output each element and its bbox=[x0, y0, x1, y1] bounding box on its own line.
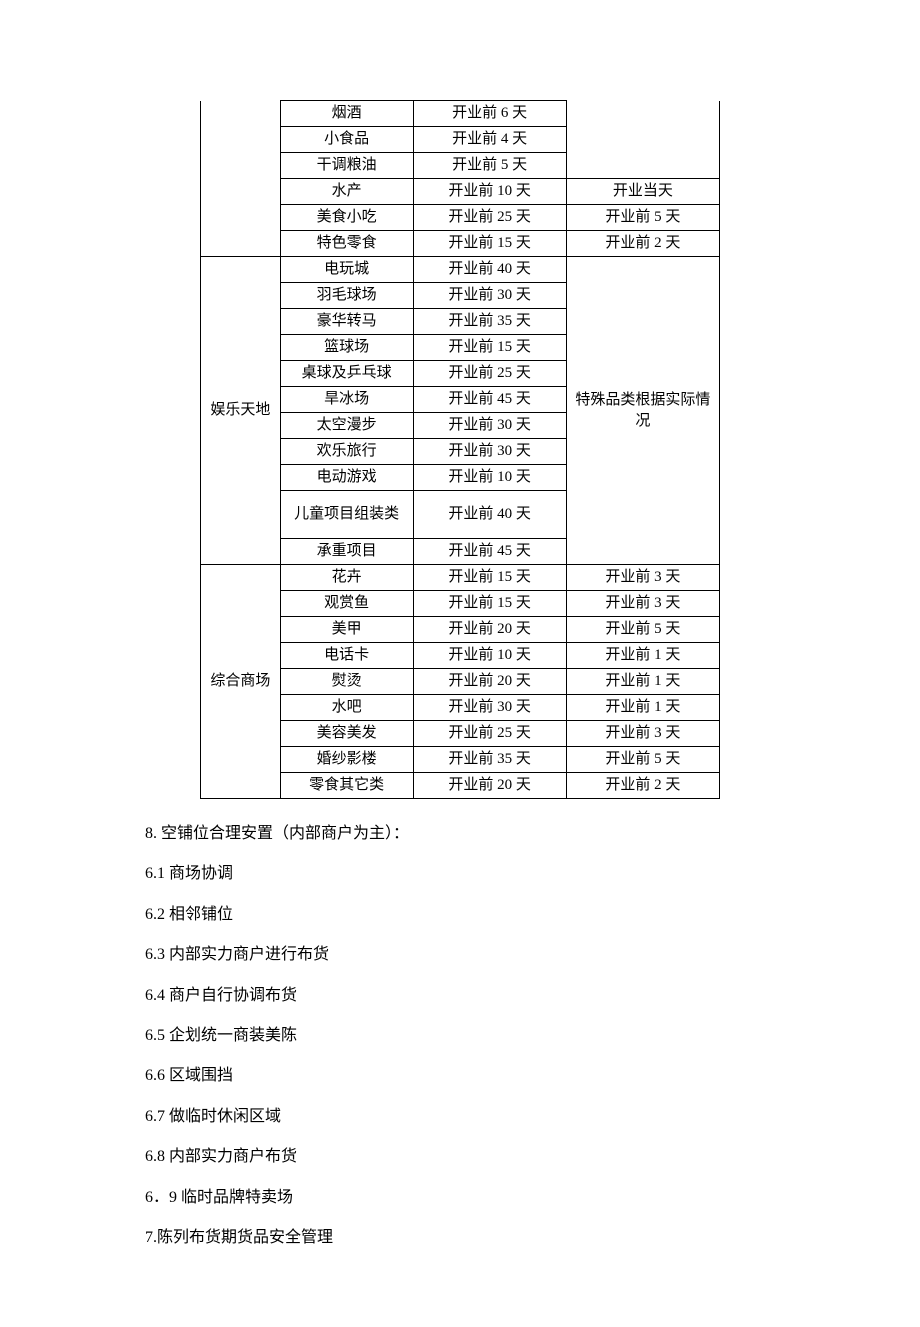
group-label-cell: 娱乐天地 bbox=[201, 257, 281, 565]
paragraph-line: 6.7 做临时休闲区域 bbox=[145, 1106, 775, 1128]
schedule-cell: 开业前 25 天 bbox=[413, 721, 566, 747]
deadline-cell: 开业前 2 天 bbox=[566, 773, 719, 799]
schedule-cell: 开业前 40 天 bbox=[413, 491, 566, 539]
item-name-cell: 桌球及乒乓球 bbox=[280, 361, 413, 387]
item-name-cell: 水产 bbox=[280, 179, 413, 205]
note-cell: 特殊品类根据实际情况 bbox=[566, 257, 719, 565]
schedule-cell: 开业前 20 天 bbox=[413, 617, 566, 643]
deadline-cell: 开业前 1 天 bbox=[566, 669, 719, 695]
item-name-cell: 零食其它类 bbox=[280, 773, 413, 799]
deadline-cell: 开业前 1 天 bbox=[566, 695, 719, 721]
deadline-cell: 开业前 5 天 bbox=[566, 617, 719, 643]
item-name-cell: 旱冰场 bbox=[280, 387, 413, 413]
group-label-cell bbox=[201, 101, 281, 257]
paragraph-line: 6.5 企划统一商装美陈 bbox=[145, 1025, 775, 1047]
paragraph-line: 6.6 区域围挡 bbox=[145, 1065, 775, 1087]
item-name-cell: 豪华转马 bbox=[280, 309, 413, 335]
item-name-cell: 美食小吃 bbox=[280, 205, 413, 231]
schedule-cell: 开业前 15 天 bbox=[413, 231, 566, 257]
schedule-table: 烟酒开业前 6 天小食品开业前 4 天干调粮油开业前 5 天水产开业前 10 天… bbox=[200, 100, 720, 799]
schedule-cell: 开业前 30 天 bbox=[413, 695, 566, 721]
paragraph-line: 6.3 内部实力商户进行布货 bbox=[145, 944, 775, 966]
item-name-cell: 干调粮油 bbox=[280, 153, 413, 179]
deadline-cell: 开业当天 bbox=[566, 179, 719, 205]
schedule-cell: 开业前 10 天 bbox=[413, 465, 566, 491]
schedule-cell: 开业前 25 天 bbox=[413, 205, 566, 231]
item-name-cell: 美容美发 bbox=[280, 721, 413, 747]
schedule-cell: 开业前 35 天 bbox=[413, 747, 566, 773]
item-name-cell: 花卉 bbox=[280, 565, 413, 591]
deadline-cell: 开业前 3 天 bbox=[566, 565, 719, 591]
paragraph-list: 8. 空铺位合理安置（内部商户为主）： 6.1 商场协调 6.2 相邻铺位 6.3 内… bbox=[145, 823, 775, 1249]
item-name-cell: 熨烫 bbox=[280, 669, 413, 695]
item-name-cell: 烟酒 bbox=[280, 101, 413, 127]
item-name-cell: 电玩城 bbox=[280, 257, 413, 283]
group-label-cell: 综合商场 bbox=[201, 565, 281, 799]
schedule-cell: 开业前 20 天 bbox=[413, 773, 566, 799]
item-name-cell: 水吧 bbox=[280, 695, 413, 721]
schedule-cell: 开业前 15 天 bbox=[413, 565, 566, 591]
item-name-cell: 特色零食 bbox=[280, 231, 413, 257]
item-name-cell: 欢乐旅行 bbox=[280, 439, 413, 465]
schedule-cell: 开业前 30 天 bbox=[413, 283, 566, 309]
schedule-cell: 开业前 20 天 bbox=[413, 669, 566, 695]
deadline-cell: 开业前 2 天 bbox=[566, 231, 719, 257]
deadline-cell: 开业前 5 天 bbox=[566, 747, 719, 773]
note-cell bbox=[566, 101, 719, 179]
paragraph-line: 6.4 商户自行协调布货 bbox=[145, 985, 775, 1007]
schedule-cell: 开业前 4 天 bbox=[413, 127, 566, 153]
paragraph-line: 8. 空铺位合理安置（内部商户为主）： bbox=[145, 823, 775, 845]
paragraph-line: 6.1 商场协调 bbox=[145, 863, 775, 885]
item-name-cell: 观赏鱼 bbox=[280, 591, 413, 617]
schedule-cell: 开业前 45 天 bbox=[413, 539, 566, 565]
deadline-cell: 开业前 1 天 bbox=[566, 643, 719, 669]
deadline-cell: 开业前 5 天 bbox=[566, 205, 719, 231]
schedule-cell: 开业前 10 天 bbox=[413, 179, 566, 205]
schedule-cell: 开业前 6 天 bbox=[413, 101, 566, 127]
item-name-cell: 承重项目 bbox=[280, 539, 413, 565]
item-name-cell: 篮球场 bbox=[280, 335, 413, 361]
paragraph-line: 7.陈列布货期货品安全管理 bbox=[145, 1227, 775, 1249]
table-row: 娱乐天地电玩城开业前 40 天特殊品类根据实际情况 bbox=[201, 257, 720, 283]
item-name-cell: 儿童项目组装类 bbox=[280, 491, 413, 539]
paragraph-line: 6.8 内部实力商户布货 bbox=[145, 1146, 775, 1168]
item-name-cell: 婚纱影楼 bbox=[280, 747, 413, 773]
item-name-cell: 太空漫步 bbox=[280, 413, 413, 439]
schedule-cell: 开业前 45 天 bbox=[413, 387, 566, 413]
paragraph-line: 6.2 相邻铺位 bbox=[145, 904, 775, 926]
schedule-cell: 开业前 40 天 bbox=[413, 257, 566, 283]
schedule-cell: 开业前 5 天 bbox=[413, 153, 566, 179]
paragraph-line: 6．9 临时品牌特卖场 bbox=[145, 1187, 775, 1209]
item-name-cell: 羽毛球场 bbox=[280, 283, 413, 309]
schedule-cell: 开业前 35 天 bbox=[413, 309, 566, 335]
deadline-cell: 开业前 3 天 bbox=[566, 591, 719, 617]
schedule-cell: 开业前 15 天 bbox=[413, 591, 566, 617]
item-name-cell: 小食品 bbox=[280, 127, 413, 153]
schedule-cell: 开业前 25 天 bbox=[413, 361, 566, 387]
schedule-cell: 开业前 15 天 bbox=[413, 335, 566, 361]
item-name-cell: 电话卡 bbox=[280, 643, 413, 669]
table-row: 综合商场花卉开业前 15 天开业前 3 天 bbox=[201, 565, 720, 591]
schedule-cell: 开业前 30 天 bbox=[413, 439, 566, 465]
deadline-cell: 开业前 3 天 bbox=[566, 721, 719, 747]
item-name-cell: 电动游戏 bbox=[280, 465, 413, 491]
table-row: 烟酒开业前 6 天 bbox=[201, 101, 720, 127]
schedule-cell: 开业前 30 天 bbox=[413, 413, 566, 439]
schedule-cell: 开业前 10 天 bbox=[413, 643, 566, 669]
item-name-cell: 美甲 bbox=[280, 617, 413, 643]
